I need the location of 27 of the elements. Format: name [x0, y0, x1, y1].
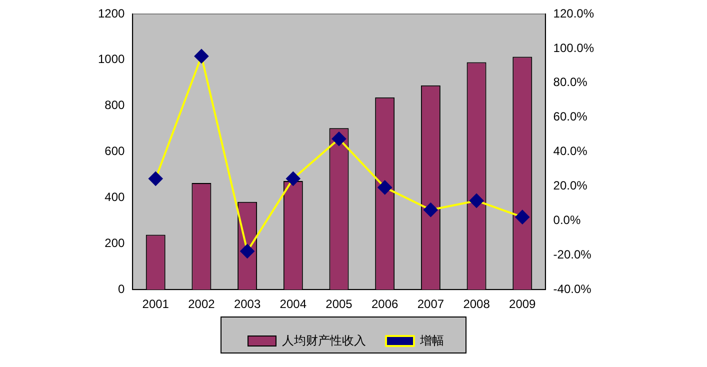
x-tick-label: 2009 — [509, 297, 536, 312]
y2-tick-label: -40.0% — [553, 282, 592, 296]
x-tick-label: 2007 — [417, 297, 444, 312]
x-tick-label: 2004 — [280, 297, 307, 312]
y-tick-label: 600 — [104, 144, 126, 158]
y2-tick-label: 100.0% — [553, 40, 594, 55]
legend-label: 人均财产性收入 — [282, 333, 366, 348]
y-tick-label: 800 — [104, 98, 126, 112]
x-tick-label: 2001 — [142, 297, 170, 312]
y2-tick-label: 60.0% — [553, 110, 588, 124]
y2-tick-label: -20.0% — [553, 247, 592, 262]
y-tick-label: 1200 — [98, 6, 126, 20]
y-tick-label: 1000 — [98, 52, 126, 66]
y2-tick-label: 40.0% — [553, 144, 588, 158]
legend-label: 增幅 — [419, 333, 444, 348]
x-tick-label: 2003 — [234, 297, 261, 312]
y-tick-label: 200 — [104, 236, 126, 250]
x-tick-label: 2002 — [188, 297, 216, 312]
y2-tick-label: 80.0% — [553, 75, 588, 90]
y2-tick-label: 0.0% — [553, 213, 581, 228]
y2-tick-label: 20.0% — [553, 178, 588, 193]
y-tick-label: 400 — [104, 190, 126, 204]
x-tick-label: 2006 — [371, 297, 399, 312]
x-tick-label: 2008 — [463, 297, 490, 312]
y-tick-label: 0 — [118, 282, 126, 296]
x-tick-label: 2005 — [326, 297, 353, 312]
y2-tick-label: 120.0% — [553, 6, 594, 20]
